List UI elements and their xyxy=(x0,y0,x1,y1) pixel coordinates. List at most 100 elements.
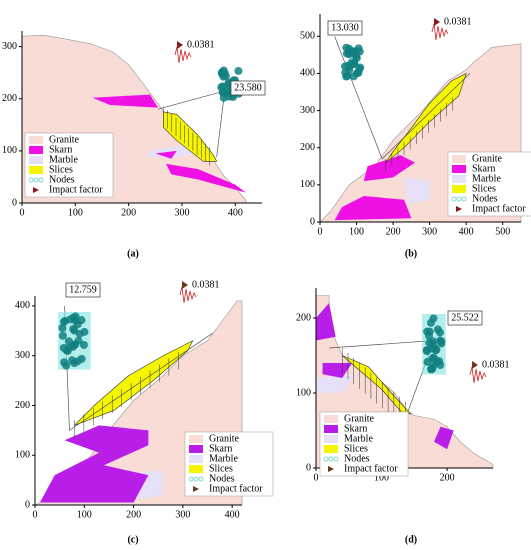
impact-wave xyxy=(469,366,487,384)
safety-box xyxy=(65,282,101,298)
legend-label: Marble xyxy=(49,154,78,165)
legend-label: Slices xyxy=(472,183,496,194)
node xyxy=(79,340,88,349)
node xyxy=(58,331,67,340)
node xyxy=(342,72,351,81)
node xyxy=(354,68,363,77)
node xyxy=(60,358,69,367)
x-tick-label: 100 xyxy=(374,472,389,483)
legend-swatch xyxy=(33,177,39,183)
safety-box xyxy=(230,80,266,96)
legend-swatch xyxy=(29,166,43,174)
skarn xyxy=(434,426,454,450)
legend-swatch xyxy=(193,486,199,492)
slices xyxy=(385,72,467,163)
legend-swatch xyxy=(29,156,43,164)
node xyxy=(68,356,77,365)
legend-swatch xyxy=(452,155,466,163)
legend-swatch xyxy=(324,435,338,443)
x-tick-label: 0 xyxy=(20,207,25,218)
legend-swatch xyxy=(323,456,329,462)
legend-label: Skarn xyxy=(472,163,495,174)
node xyxy=(61,316,70,325)
x-tick-label: 0 xyxy=(314,472,319,483)
x-tick-label: 200 xyxy=(386,226,401,237)
legend-label: Granite xyxy=(49,134,80,145)
y-tick-label: 100 xyxy=(296,387,311,398)
legend-label: Impact factor xyxy=(49,184,103,195)
slices xyxy=(74,340,194,426)
y-tick-label: 100 xyxy=(300,179,315,190)
impact-flag xyxy=(182,281,188,289)
impact-flag xyxy=(434,18,440,26)
legend-swatch xyxy=(189,465,203,473)
node xyxy=(436,336,445,345)
legend-swatch xyxy=(188,476,194,482)
node xyxy=(220,69,229,78)
x-tick-label: 0 xyxy=(318,226,323,237)
legend-label: Slices xyxy=(49,164,73,175)
y-tick-label: 400 xyxy=(300,68,315,79)
y-tick-label: 200 xyxy=(2,93,17,104)
legend-swatch xyxy=(28,177,34,183)
y-tick-label: 100 xyxy=(15,450,30,461)
skarn xyxy=(39,425,149,503)
legend-label: Marble xyxy=(472,173,501,184)
legend-swatch xyxy=(29,136,43,144)
x-tick-label: 300 xyxy=(175,207,190,218)
x-tick-label: 100 xyxy=(349,226,364,237)
skarn xyxy=(334,196,412,221)
legend-swatch xyxy=(324,415,338,423)
slices xyxy=(163,111,218,162)
x-tick-label: 300 xyxy=(422,226,437,237)
safety-factor: 25.522 xyxy=(451,312,479,323)
y-tick-label: 200 xyxy=(300,142,315,153)
node xyxy=(428,364,437,373)
legend-label: Slices xyxy=(344,443,368,454)
legend-swatch xyxy=(452,165,466,173)
node xyxy=(217,83,226,92)
impact-factor: 0.0381 xyxy=(482,359,510,370)
legend-swatch xyxy=(456,206,462,212)
legend-swatch xyxy=(328,456,334,462)
legend-label: Impact factor xyxy=(209,483,263,494)
marble xyxy=(316,374,356,393)
skarn xyxy=(322,363,353,378)
legend-swatch xyxy=(452,185,466,193)
legend-swatch xyxy=(324,445,338,453)
impact-wave xyxy=(431,23,449,41)
panel-label: (b) xyxy=(405,248,417,259)
y-tick-label: 300 xyxy=(15,350,30,361)
safety-box xyxy=(447,310,483,326)
safety-factor: 23.580 xyxy=(234,82,262,93)
legend-label: Nodes xyxy=(472,193,498,204)
skarn xyxy=(166,163,246,193)
legend-swatch xyxy=(333,456,339,462)
node xyxy=(62,346,71,355)
legend-label: Granite xyxy=(209,433,240,444)
y-tick-label: 300 xyxy=(300,105,315,116)
legend-label: Skarn xyxy=(49,144,72,155)
x-tick-label: 200 xyxy=(440,472,455,483)
impact-wave xyxy=(179,286,197,304)
legend-swatch xyxy=(328,466,334,472)
legend-label: Skarn xyxy=(344,423,367,434)
y-tick-label: 500 xyxy=(300,31,315,42)
safety-factor: 12.759 xyxy=(69,284,97,295)
node xyxy=(58,324,67,333)
legend-label: Marble xyxy=(344,433,373,444)
legend-swatch xyxy=(29,146,43,154)
node xyxy=(426,318,435,327)
node xyxy=(428,354,437,363)
node xyxy=(80,327,89,336)
legend-swatch xyxy=(33,187,39,193)
x-tick-label: 400 xyxy=(228,207,243,218)
x-tick-label: 500 xyxy=(495,226,510,237)
impact-factor: 0.0381 xyxy=(192,279,220,290)
y-tick-label: 400 xyxy=(15,300,30,311)
x-tick-label: 400 xyxy=(459,226,474,237)
node xyxy=(73,320,82,329)
marble xyxy=(404,177,430,204)
skarn xyxy=(363,155,416,182)
node xyxy=(436,328,445,337)
